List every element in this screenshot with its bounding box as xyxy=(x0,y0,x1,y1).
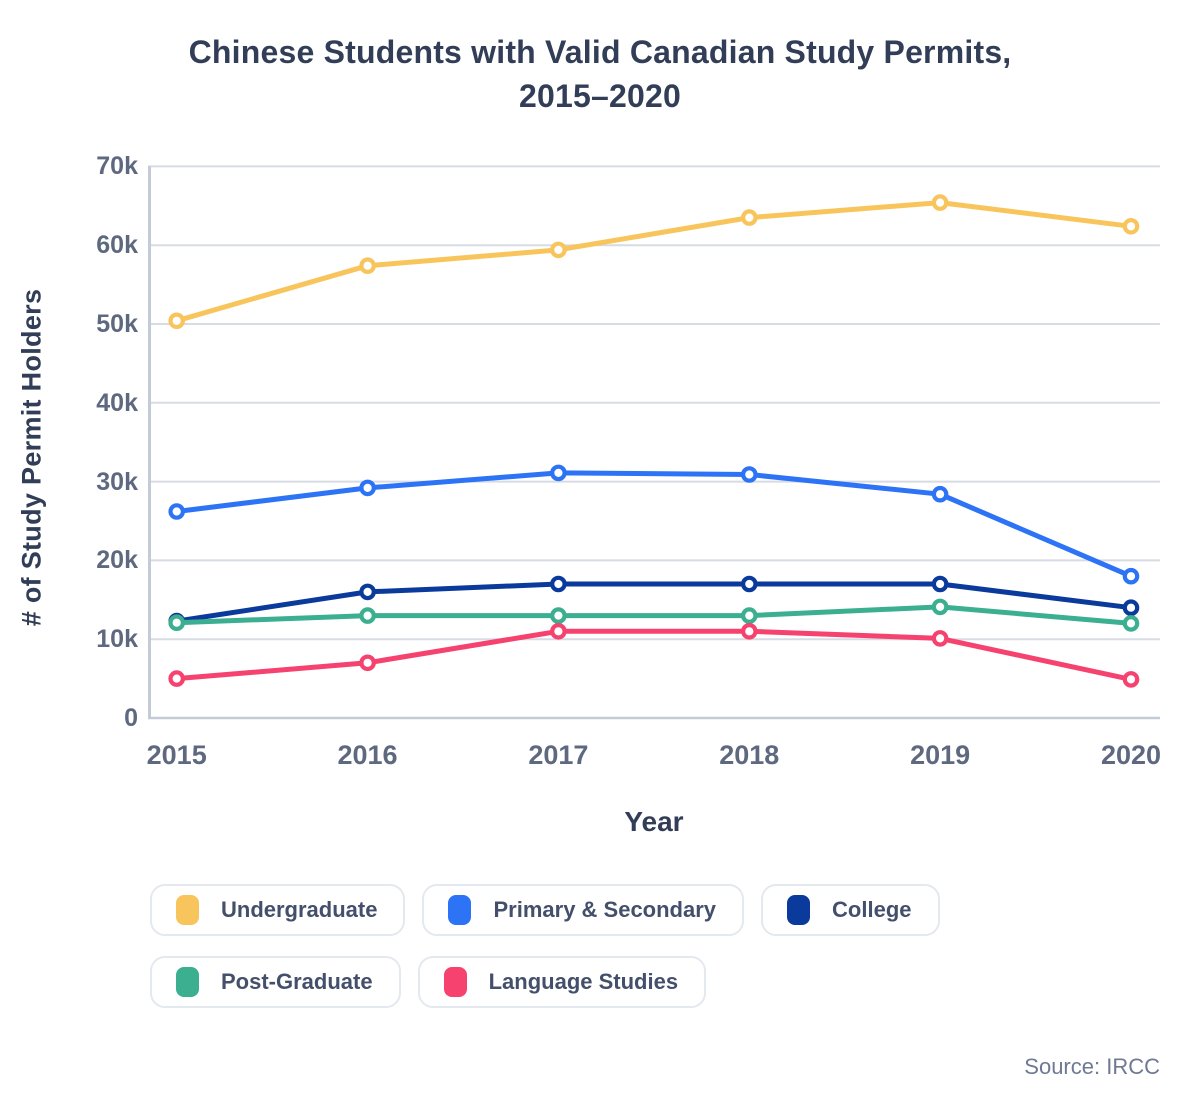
source-caption: Source: IRCC xyxy=(1024,1054,1160,1079)
x-tick-2017: 2017 xyxy=(528,740,589,770)
y-tick-40k: 40k xyxy=(96,388,138,417)
legend-row: Post-Graduate Language Studies xyxy=(150,956,1050,1008)
x-tick-2015: 2015 xyxy=(146,740,207,770)
point-language-studies-2017[interactable] xyxy=(550,622,567,640)
legend-item-post-graduate[interactable]: Post-Graduate xyxy=(150,956,401,1008)
chart-title-line-1: Chinese Students with Valid Canadian Stu… xyxy=(188,34,1012,70)
point-college-2020[interactable] xyxy=(1122,599,1140,616)
y-tick-10k: 10k xyxy=(96,625,138,654)
point-language-studies-2015[interactable] xyxy=(168,670,185,687)
chart-title: Chinese Students with Valid Canadian Stu… xyxy=(0,30,1200,118)
point-undergraduate-2016[interactable] xyxy=(359,257,376,274)
point-language-studies-2019[interactable] xyxy=(931,630,949,647)
point-language-studies-2020[interactable] xyxy=(1122,671,1140,688)
point-undergraduate-2015[interactable] xyxy=(168,312,185,330)
point-primary-secondary-2017[interactable] xyxy=(550,464,567,482)
legend-item-primary-secondary[interactable]: Primary & Secondary xyxy=(422,884,745,936)
point-post-graduate-2017[interactable] xyxy=(550,607,567,624)
point-post-graduate-2020[interactable] xyxy=(1122,615,1140,632)
point-primary-secondary-2016[interactable] xyxy=(359,479,376,497)
x-tick-2019: 2019 xyxy=(910,740,971,770)
x-tick-2020: 2020 xyxy=(1100,740,1162,770)
line-undergraduate xyxy=(174,200,1134,324)
legend-label-college: College xyxy=(832,897,912,922)
legend-label-primary-secondary: Primary & Secondary xyxy=(493,897,717,922)
point-post-graduate-2018[interactable] xyxy=(740,607,758,624)
point-undergraduate-2018[interactable] xyxy=(740,209,758,226)
point-college-2019[interactable] xyxy=(931,575,949,593)
chart-title-line-2: 2015–2020 xyxy=(519,78,681,114)
plot-area xyxy=(148,165,1160,720)
point-language-studies-2018[interactable] xyxy=(740,622,758,640)
legend-swatch-language-studies xyxy=(443,967,467,997)
point-post-graduate-2015[interactable] xyxy=(168,614,185,631)
point-college-2016[interactable] xyxy=(359,583,376,601)
point-primary-secondary-2015[interactable] xyxy=(168,503,185,520)
legend-swatch-primary-secondary xyxy=(448,895,472,925)
legend-label-post-graduate: Post-Graduate xyxy=(221,969,373,994)
x-axis-title: Year xyxy=(624,806,684,837)
legend-label-undergraduate: Undergraduate xyxy=(221,897,378,922)
point-undergraduate-2019[interactable] xyxy=(931,194,949,211)
legend-swatch-college xyxy=(787,895,811,925)
line-primary-secondary xyxy=(174,470,1134,579)
legend-label-language-studies: Language Studies xyxy=(488,969,679,994)
x-tick-2016: 2016 xyxy=(337,740,398,770)
line-language-studies xyxy=(174,628,1134,682)
line-post-graduate xyxy=(174,604,1134,626)
y-tick-70k: 70k xyxy=(96,152,138,181)
legend-item-college[interactable]: College xyxy=(761,884,940,936)
legend-swatch-undergraduate xyxy=(176,895,199,925)
y-tick-30k: 30k xyxy=(96,467,138,496)
legend-item-language-studies[interactable]: Language Studies xyxy=(417,956,707,1008)
point-primary-secondary-2019[interactable] xyxy=(931,485,949,503)
y-tick-50k: 50k xyxy=(96,310,138,338)
y-tick-60k: 60k xyxy=(96,231,138,260)
point-primary-secondary-2018[interactable] xyxy=(740,466,758,483)
point-undergraduate-2020[interactable] xyxy=(1122,218,1140,235)
legend-swatch-post-graduate xyxy=(176,967,199,997)
y-axis-title: # of Study Permit Holders xyxy=(16,288,47,627)
point-language-studies-2016[interactable] xyxy=(359,654,376,672)
legend-item-undergraduate[interactable]: Undergraduate xyxy=(150,884,406,936)
point-primary-secondary-2020[interactable] xyxy=(1122,567,1140,585)
y-tick-20k: 20k xyxy=(96,546,138,575)
legend-row: Undergraduate Primary & Secondary College xyxy=(150,884,1050,936)
legend: Undergraduate Primary & Secondary College P… xyxy=(150,884,1050,1028)
point-post-graduate-2016[interactable] xyxy=(359,607,376,624)
point-post-graduate-2019[interactable] xyxy=(931,598,949,616)
line-college xyxy=(174,581,1134,624)
y-tick-0: 0 xyxy=(124,704,138,732)
point-undergraduate-2017[interactable] xyxy=(550,241,567,259)
x-tick-2018: 2018 xyxy=(719,740,780,770)
point-college-2018[interactable] xyxy=(740,575,758,593)
point-college-2017[interactable] xyxy=(550,575,567,593)
